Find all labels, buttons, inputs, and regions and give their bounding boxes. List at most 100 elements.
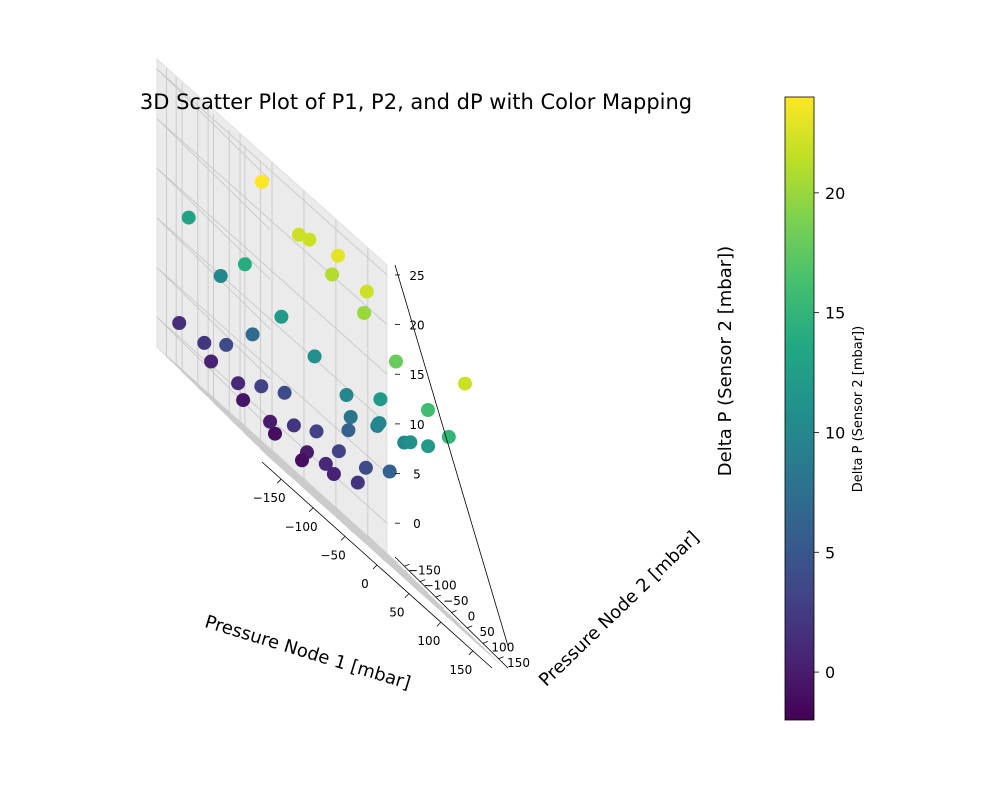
scatter-point bbox=[254, 174, 269, 189]
scatter-point bbox=[231, 376, 246, 391]
y-tick-label: 50 bbox=[480, 625, 495, 639]
scatter-point bbox=[213, 269, 228, 283]
z-axis-line bbox=[394, 264, 509, 647]
colorbar bbox=[784, 96, 815, 721]
gridline-y bbox=[213, 114, 444, 609]
x-tick-mark bbox=[308, 507, 314, 513]
scatter-point bbox=[325, 267, 340, 282]
scatter-point bbox=[458, 376, 472, 391]
colorbar-ticks: 0 5 10 15 20 bbox=[814, 184, 845, 682]
z-tick-label: 0 bbox=[413, 517, 421, 531]
x-tick-label: 0 bbox=[361, 577, 369, 591]
y-tick-mark bbox=[435, 594, 441, 598]
y-tick-mark bbox=[498, 656, 504, 660]
gridline-z bbox=[156, 118, 388, 325]
scatter-point bbox=[219, 337, 234, 352]
gridline-y bbox=[244, 145, 476, 640]
gridline-z bbox=[156, 68, 388, 276]
scatter-point bbox=[326, 467, 341, 481]
z-tick-label: 5 bbox=[413, 468, 421, 482]
gridline-y bbox=[228, 129, 460, 625]
scatter-point bbox=[254, 379, 269, 394]
y-tick-label: 100 bbox=[491, 640, 514, 654]
scatter-point bbox=[295, 453, 309, 468]
scatter-point bbox=[309, 424, 324, 439]
scatter-point bbox=[373, 392, 388, 407]
scatter-point bbox=[359, 284, 374, 299]
colorbar-tick-label: 20 bbox=[825, 184, 845, 203]
x-tick-label: 150 bbox=[449, 663, 472, 677]
y-tick-label: −150 bbox=[408, 563, 441, 577]
z-axis-title: Delta P (Sensor 2 [mbar]) bbox=[715, 246, 736, 476]
z-tick-label: 15 bbox=[409, 368, 424, 382]
x-tick-mark bbox=[468, 650, 474, 656]
scatter-point bbox=[421, 403, 435, 417]
y-tick-label: 0 bbox=[468, 610, 476, 624]
scatter-point bbox=[237, 257, 252, 272]
scatter-point bbox=[389, 354, 403, 369]
y-tick-mark bbox=[404, 563, 410, 567]
gridline-y bbox=[260, 160, 491, 656]
gridline-y bbox=[197, 99, 429, 594]
y-tick-label: 150 bbox=[507, 656, 530, 670]
colorbar-tick-label: 0 bbox=[825, 663, 835, 682]
x-tick-label: −50 bbox=[320, 548, 345, 562]
x-tick-mark bbox=[372, 564, 378, 570]
scatter-point bbox=[343, 410, 358, 424]
y-tick-mark bbox=[451, 610, 457, 613]
scatter-point bbox=[382, 464, 397, 479]
scatter-point bbox=[350, 475, 365, 490]
scatter-point bbox=[331, 444, 346, 459]
x-tick-label: 50 bbox=[389, 606, 404, 620]
x-tick-mark bbox=[404, 593, 410, 598]
z-tick-label: 20 bbox=[409, 319, 424, 333]
y-axis-title: Pressure Node 2 [mbar] bbox=[535, 527, 703, 691]
x-tick-label: −100 bbox=[285, 520, 318, 534]
scatter-point bbox=[268, 426, 282, 441]
scatter-point bbox=[245, 327, 260, 342]
scatter-point bbox=[341, 423, 356, 438]
colorbar-label: Delta P (Sensor 2 [mbar]) bbox=[851, 326, 866, 492]
y-tick-mark bbox=[467, 625, 473, 629]
scatter-point bbox=[371, 416, 386, 431]
x-tick-mark bbox=[276, 478, 282, 484]
scatter-point bbox=[263, 414, 278, 429]
scatter-point bbox=[302, 232, 317, 247]
scatter-point bbox=[318, 456, 333, 471]
x-axis-title: Pressure Node 1 [mbar] bbox=[202, 611, 413, 694]
axes-ticks: −150−100−50050100150−150−100−50050100150… bbox=[253, 264, 530, 677]
scatter-points bbox=[172, 174, 472, 490]
x-tick-mark bbox=[340, 536, 346, 541]
x-tick-mark bbox=[436, 621, 442, 627]
y-tick-mark bbox=[419, 579, 426, 583]
x-tick-label: 100 bbox=[417, 634, 440, 648]
y-tick-mark bbox=[482, 640, 489, 644]
scatter-point bbox=[358, 460, 373, 475]
scatter-point bbox=[403, 435, 418, 450]
scatter-point bbox=[339, 388, 354, 402]
colorbar-tick-label: 5 bbox=[825, 543, 835, 562]
gridline-y bbox=[181, 83, 413, 579]
scatter-point bbox=[421, 439, 436, 454]
scatter-point bbox=[286, 418, 301, 433]
scatter-point bbox=[357, 306, 372, 320]
scatter-point bbox=[236, 393, 251, 408]
gridline-z bbox=[156, 167, 388, 375]
colorbar-tick-label: 10 bbox=[825, 423, 845, 442]
scatter-point bbox=[441, 429, 456, 444]
scatter-point bbox=[277, 385, 292, 400]
chart-title: 3D Scatter Plot of P1, P2, and dP with C… bbox=[140, 90, 692, 114]
x-tick-label: −150 bbox=[253, 491, 286, 505]
z-tick-label: 10 bbox=[409, 418, 424, 432]
scatter-point bbox=[197, 335, 212, 350]
y-tick-label: −100 bbox=[424, 579, 457, 593]
colorbar-tick-label: 15 bbox=[825, 304, 845, 323]
scatter-point bbox=[307, 349, 322, 364]
scatter-point bbox=[274, 309, 289, 324]
scatter-point bbox=[331, 248, 346, 263]
scatter-point bbox=[204, 354, 219, 369]
gridline-y bbox=[165, 68, 397, 563]
z-tick-label: 25 bbox=[409, 269, 424, 283]
y-tick-label: −50 bbox=[443, 594, 468, 608]
